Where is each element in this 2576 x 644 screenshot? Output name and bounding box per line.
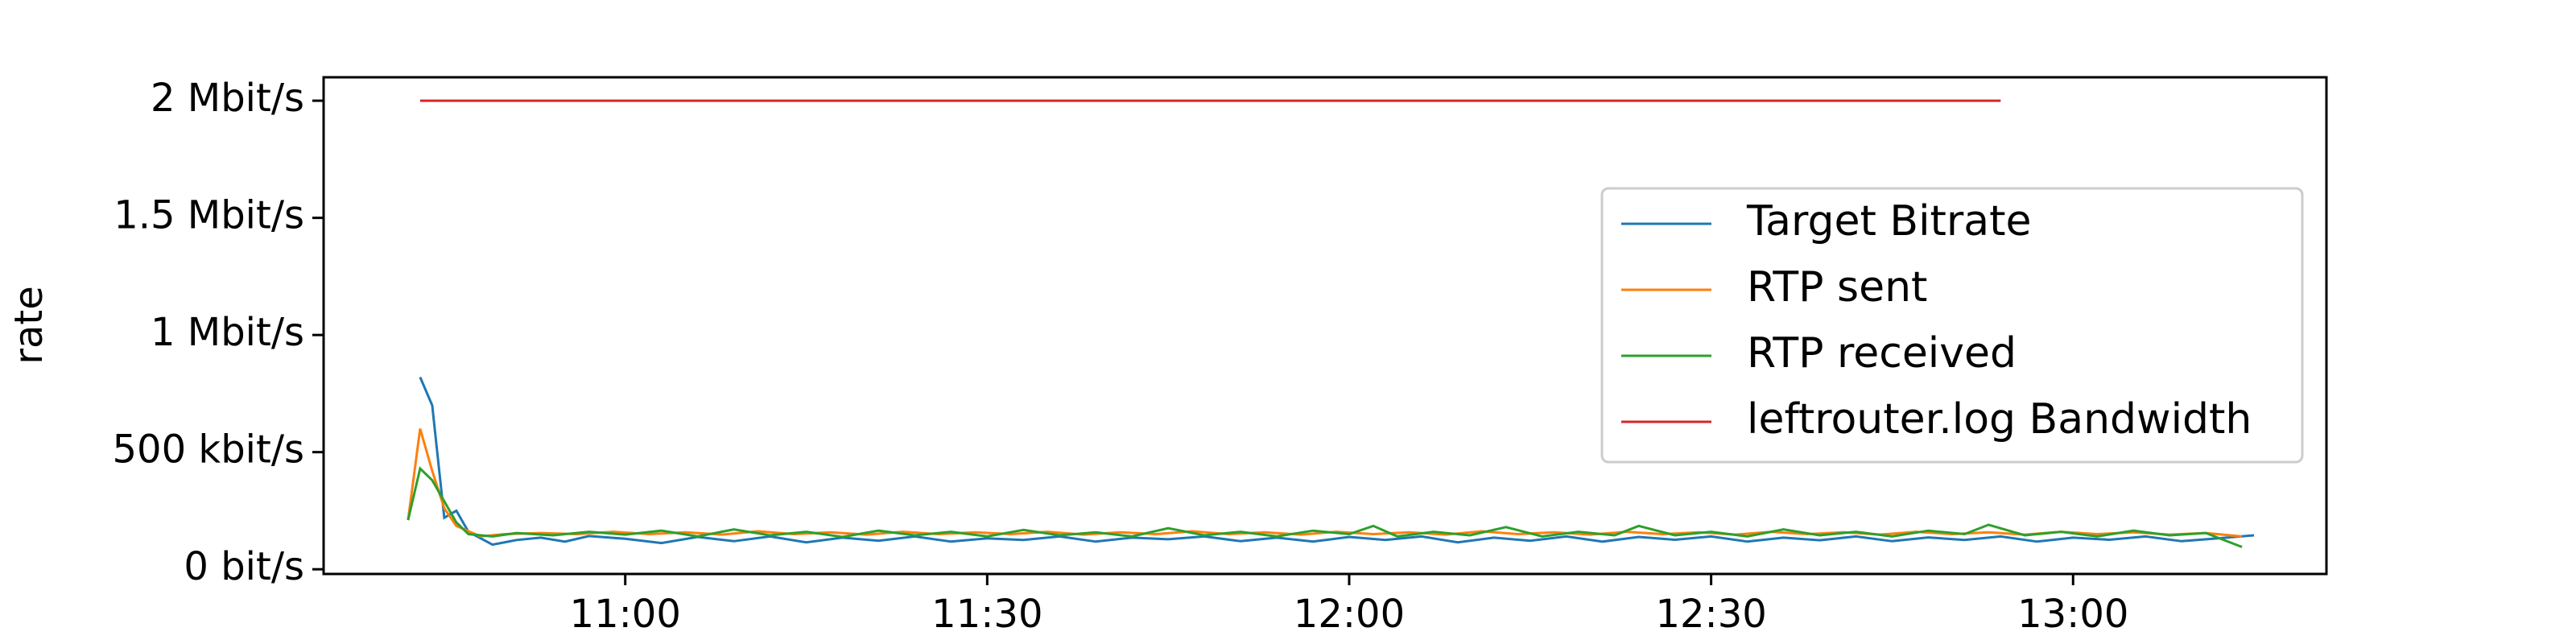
legend-label-2: RTP received (1747, 329, 2017, 378)
series-line-0 (419, 376, 2255, 547)
y-axis: 0 bit/s 500 kbit/s 1 Mbit/s 1.5 Mbit/s 2 Mbi… (113, 76, 324, 589)
y-tick-label-3: 1.5 Mbit/s (114, 193, 304, 238)
series-line-2 (407, 466, 2243, 548)
y-tick-label-1: 500 kbit/s (113, 427, 304, 473)
legend: Target Bitrate RTP sent RTP received leftro… (1600, 187, 2304, 464)
x-tick-label-4: 13:00 (2017, 592, 2128, 637)
legend-label-1: RTP sent (1747, 263, 1927, 312)
legend-label-0: Target Bitrate (1746, 197, 2032, 246)
y-tick-label-0: 0 bit/s (184, 544, 304, 589)
x-tick-label-1: 11:30 (931, 592, 1042, 637)
x-tick-label-2: 12:00 (1294, 592, 1405, 637)
legend-label-3: leftrouter.log Bandwidth (1747, 395, 2252, 444)
legend-frame (1600, 187, 2304, 464)
x-axis: 11:00 11:30 12:00 12:30 13:00 (570, 574, 2128, 637)
y-axis-label: rate (6, 286, 52, 365)
plot-frame (322, 76, 2328, 576)
y-tick-label-4: 2 Mbit/s (151, 76, 304, 121)
x-tick-label-0: 11:00 (570, 592, 681, 637)
y-tick-label-2: 1 Mbit/s (151, 310, 304, 355)
x-tick-label-3: 12:30 (1655, 592, 1766, 637)
series-layer (407, 99, 2255, 548)
